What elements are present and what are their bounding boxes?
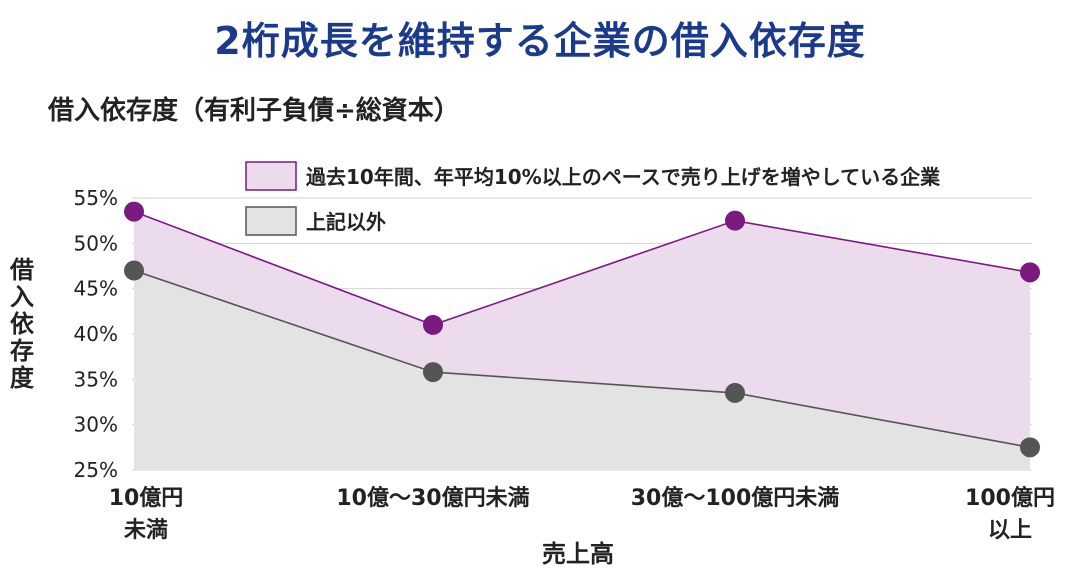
x-category-label: 30億〜100億円未満 [631,485,840,511]
y-tick-label: 40% [74,322,118,346]
legend-label-others: 上記以外 [306,210,386,234]
chart-title: 2桁成長を維持する企業の借入依存度 [214,19,866,63]
marker-fast-growth [1020,262,1040,283]
legend-label-fast-growth: 過去10年間、年平均10%以上のペースで売り上げを増やしている企業 [306,165,941,189]
legend-swatch-fast-growth [245,161,297,191]
series-markers [124,201,1040,458]
x-category-label: 10億円 [109,485,184,511]
chart-subtitle: 借入依存度（有利子負債÷総資本） [48,96,460,126]
y-tick-label: 50% [74,231,118,255]
x-axis-title: 売上高 [542,540,614,568]
series-areas [134,211,1030,470]
marker-fast-growth [124,201,144,222]
x-category-label: 以上 [988,518,1032,543]
y-tick-label: 55% [74,186,118,210]
x-category-label: 100億円 [965,485,1055,511]
marker-others [725,382,745,403]
y-tick-label: 35% [74,367,118,391]
x-category-label: 未満 [124,517,168,543]
area-others [134,270,1030,470]
marker-others [1020,437,1040,458]
marker-fast-growth [725,210,745,231]
axis-titles: 売上高 借入依存度 [9,256,614,568]
marker-fast-growth [423,314,443,335]
y-tick-label: 30% [74,413,118,437]
x-category-label: 10億〜30億円未満 [336,485,529,511]
series-lines [133,210,1031,449]
marker-others [423,362,443,383]
y-tick-labels: 55% 50% 45% 40% 35% 30% 25% [74,186,118,482]
y-tick-label: 25% [74,458,118,482]
line-others [133,269,1031,449]
line-fast-growth [133,210,1031,326]
y-axis-title: 借入依存度 [9,256,35,392]
y-tick-label: 45% [74,277,118,301]
legend-swatch-others [245,206,297,236]
marker-others [124,260,144,281]
